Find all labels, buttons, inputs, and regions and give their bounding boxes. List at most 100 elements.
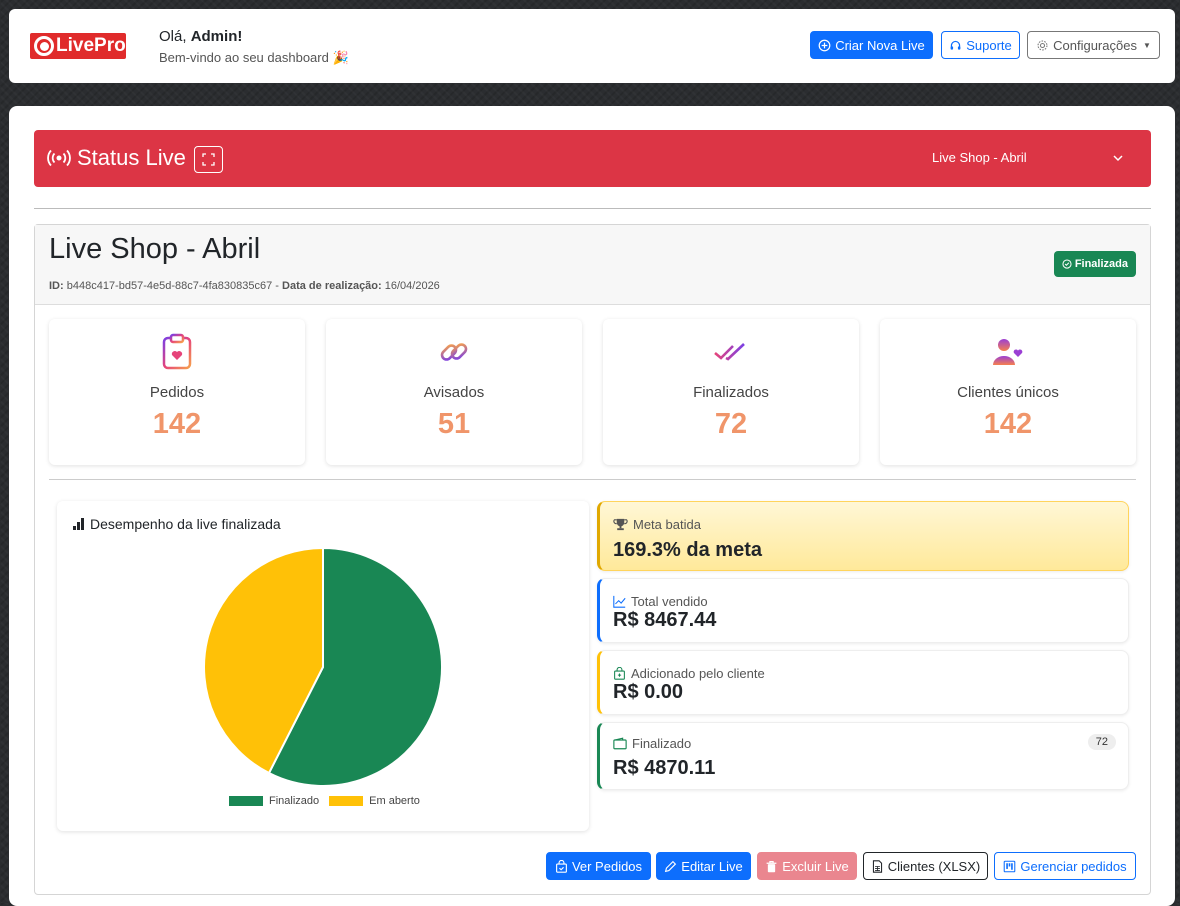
status-live-bar: Status Live Live Shop - Abril bbox=[34, 130, 1151, 187]
main-panel: Status Live Live Shop - Abril Live Shop … bbox=[9, 106, 1175, 906]
stat-label: Clientes únicos bbox=[957, 384, 1059, 401]
stat-label: Avisados bbox=[423, 384, 485, 401]
bag-check-icon bbox=[555, 859, 567, 873]
stat-value: 142 bbox=[152, 408, 202, 440]
settings-dropdown[interactable]: Configurações ▼ bbox=[1027, 31, 1160, 59]
stat-card-avisados: Avisados 51 bbox=[326, 319, 582, 465]
support-label: Suporte bbox=[966, 37, 1012, 53]
chevron-down-icon[interactable] bbox=[1112, 152, 1124, 164]
legend-swatch bbox=[329, 796, 364, 807]
edit-live-label: Editar Live bbox=[681, 858, 743, 874]
manage-orders-button[interactable]: Gerenciar pedidos bbox=[994, 852, 1136, 880]
kpi-label: Finalizado bbox=[613, 736, 691, 751]
stat-value: 51 bbox=[437, 408, 471, 440]
pie-slice-finalizado[interactable] bbox=[267, 546, 443, 787]
graph-up-icon bbox=[613, 595, 626, 608]
date-label: Data de realização: bbox=[282, 280, 382, 292]
kpi-value: R$ 8467.44 bbox=[613, 609, 717, 631]
stat-value: 72 bbox=[714, 408, 748, 440]
chart-legend: Finalizado Em aberto bbox=[229, 795, 420, 807]
kpi-label-text: Finalizado bbox=[632, 736, 692, 751]
top-bar: LivePro Olá, Admin! Bem-vindo ao seu das… bbox=[9, 9, 1175, 83]
legend-item-finalizado[interactable]: Finalizado bbox=[229, 795, 319, 807]
gear-icon bbox=[1037, 40, 1048, 50]
pencil-icon bbox=[665, 860, 677, 872]
stat-label: Finalizados bbox=[693, 384, 769, 401]
stat-card-clientes: Clientes únicos 142 bbox=[880, 319, 1136, 465]
file-spreadsheet-icon bbox=[872, 859, 882, 873]
livepro-logo[interactable]: LivePro bbox=[30, 33, 126, 59]
bar-chart-icon bbox=[73, 518, 84, 530]
manage-orders-label: Gerenciar pedidos bbox=[1020, 858, 1127, 874]
status-title-text: Status Live bbox=[77, 145, 186, 170]
kpi-meta-batida: Meta batida 169.3% da meta bbox=[597, 501, 1129, 571]
kpi-adicionado-cliente: Adicionado pelo cliente R$ 0.00 bbox=[597, 650, 1129, 715]
legend-label: Em aberto bbox=[369, 795, 420, 807]
meta-separator: - bbox=[272, 280, 283, 292]
pie-slice-em-aberto[interactable] bbox=[203, 546, 324, 775]
stat-label: Pedidos bbox=[149, 384, 205, 401]
kpi-label: Adicionado pelo cliente bbox=[613, 666, 765, 681]
clipboard-heart-icon bbox=[162, 333, 192, 370]
wallet-icon bbox=[613, 737, 627, 750]
trophy-icon bbox=[613, 518, 628, 531]
record-icon bbox=[34, 36, 54, 56]
legend-item-em-aberto[interactable]: Em aberto bbox=[329, 795, 420, 807]
performance-chart-card: Desempenho da live finalizada Finalizado… bbox=[57, 501, 589, 831]
link-icon bbox=[440, 343, 468, 361]
finalized-count-badge: 72 bbox=[1087, 734, 1116, 750]
broadcast-icon bbox=[47, 149, 71, 167]
user-heart-icon bbox=[993, 339, 1023, 365]
legend-swatch bbox=[229, 796, 263, 807]
pie-chart bbox=[203, 546, 443, 787]
greeting-subtitle: Bem-vindo ao seu dashboard 🎉 bbox=[159, 50, 349, 65]
greeting-prefix: Olá, bbox=[159, 28, 187, 45]
delete-live-button[interactable]: Excluir Live bbox=[757, 852, 857, 880]
trash-icon bbox=[766, 860, 777, 872]
kpi-finalizado: Finalizado 72 R$ 4870.11 bbox=[597, 722, 1129, 790]
plus-circle-icon bbox=[818, 39, 831, 51]
greeting-name: Admin! bbox=[190, 28, 243, 45]
headset-icon bbox=[950, 40, 961, 50]
kpi-label-text: Adicionado pelo cliente bbox=[631, 666, 765, 681]
export-clients-button[interactable]: Clientes (XLSX) bbox=[863, 852, 988, 880]
kpi-label: Total vendido bbox=[613, 594, 708, 609]
live-id: b448c417-bd57-4e5d-88c7-4fa830835c67 bbox=[66, 280, 273, 292]
chart-title: Desempenho da live finalizada bbox=[72, 516, 281, 532]
caret-down-icon: ▼ bbox=[1142, 40, 1151, 50]
live-select-value[interactable]: Live Shop - Abril bbox=[932, 150, 1027, 165]
kpi-value: R$ 4870.11 bbox=[613, 757, 716, 779]
view-orders-button[interactable]: Ver Pedidos bbox=[546, 852, 651, 880]
chart-title-text: Desempenho da live finalizada bbox=[90, 516, 281, 532]
fullscreen-icon bbox=[202, 153, 215, 166]
legend-label: Finalizado bbox=[269, 795, 320, 807]
live-title: Live Shop - Abril bbox=[49, 233, 261, 265]
kpi-value: R$ 0.00 bbox=[613, 681, 684, 703]
id-label: ID: bbox=[49, 280, 64, 292]
divider bbox=[34, 208, 1151, 209]
live-meta: ID: b448c417-bd57-4e5d-88c7-4fa830835c67… bbox=[49, 280, 440, 292]
stat-value: 142 bbox=[983, 408, 1033, 440]
status-badge-text: Finalizada bbox=[1074, 258, 1128, 270]
settings-label: Configurações bbox=[1053, 37, 1137, 53]
kpi-label: Meta batida bbox=[613, 517, 701, 532]
greeting: Olá, Admin! Bem-vindo ao seu dashboard 🎉 bbox=[159, 28, 349, 66]
kpi-total-vendido: Total vendido R$ 8467.44 bbox=[597, 578, 1129, 643]
kpi-value: 169.3% da meta bbox=[613, 539, 762, 561]
export-clients-label: Clientes (XLSX) bbox=[887, 858, 981, 874]
stat-card-finalizados: Finalizados 72 bbox=[603, 319, 859, 465]
divider bbox=[49, 479, 1136, 480]
logo-text: LivePro bbox=[56, 35, 126, 56]
view-orders-label: Ver Pedidos bbox=[571, 858, 643, 874]
live-card-header: Live Shop - Abril ID: b448c417-bd57-4e5d… bbox=[35, 225, 1150, 305]
status-title: Status Live bbox=[47, 145, 186, 171]
kanban-icon bbox=[1004, 860, 1016, 872]
fullscreen-button[interactable] bbox=[194, 146, 223, 173]
support-button[interactable]: Suporte bbox=[941, 31, 1020, 59]
kpi-label-text: Meta batida bbox=[633, 517, 701, 532]
create-live-button[interactable]: Criar Nova Live bbox=[810, 31, 933, 59]
edit-live-button[interactable]: Editar Live bbox=[656, 852, 751, 880]
double-check-icon bbox=[714, 343, 745, 361]
status-badge: Finalizada bbox=[1053, 251, 1136, 277]
bag-plus-icon bbox=[614, 667, 625, 680]
